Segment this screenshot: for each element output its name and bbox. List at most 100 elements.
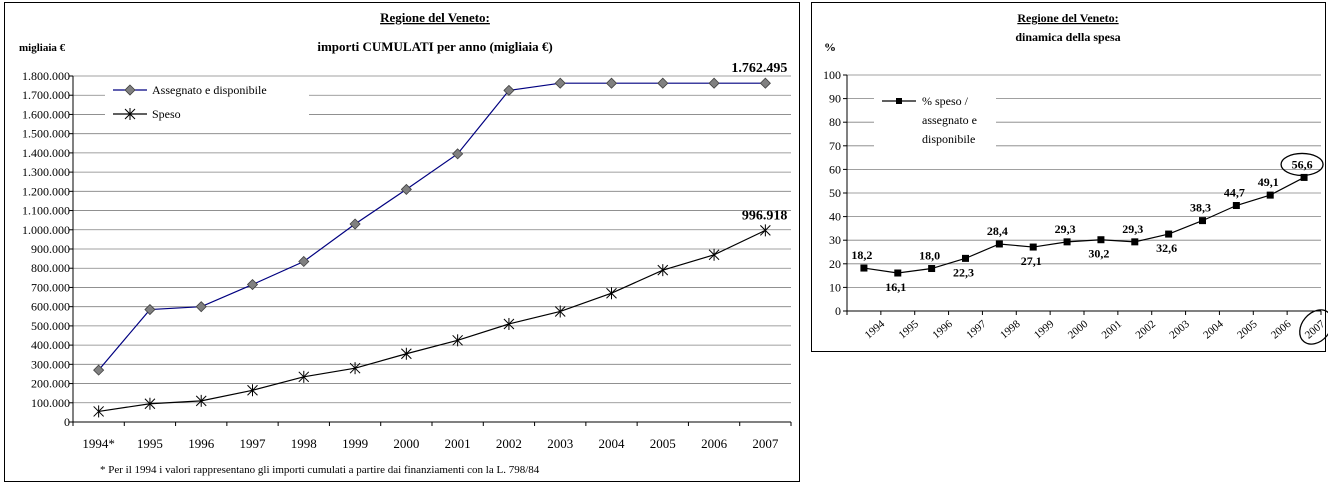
y-axis-label: migliaia € xyxy=(19,42,66,54)
asterisk-point xyxy=(760,224,771,237)
square-point xyxy=(860,264,868,272)
data-label: 56,6 xyxy=(1292,157,1313,171)
y-tick-label: 0 xyxy=(64,415,70,429)
y-tick-label: 800.000 xyxy=(31,261,70,275)
value-annotation: 1.762.495 xyxy=(731,61,787,76)
y-tick-label: 30 xyxy=(829,233,841,247)
legend: Assegnato e disponibile Speso xyxy=(105,79,309,133)
data-label: 28,4 xyxy=(987,224,1008,238)
y-tick-label: 10 xyxy=(829,280,841,294)
diamond-point xyxy=(246,278,259,291)
diamond-point xyxy=(759,77,771,89)
square-marker-icon xyxy=(896,98,902,104)
y-tick-label: 1.100.000 xyxy=(22,204,70,218)
y-tick-label: 80 xyxy=(829,115,841,129)
y-tick-label: 40 xyxy=(829,210,841,224)
asterisk-point xyxy=(452,334,463,347)
y-tick-label: 60 xyxy=(829,162,841,176)
y-tick-label: 100 xyxy=(823,68,841,82)
asterisk-point xyxy=(349,362,361,375)
data-label: 18,2 xyxy=(851,248,872,262)
x-tick-label: 1998 xyxy=(291,436,317,451)
asterisk-point xyxy=(708,248,720,261)
y-tick-label: 1.300.000 xyxy=(22,165,70,179)
y-tick-labels: 0 10 20 30 40 50 60 70 80 90 100 xyxy=(823,68,841,318)
x-tick-label: 2000 xyxy=(1066,318,1091,342)
legend-label-line3: disponibile xyxy=(922,132,975,146)
x-tick-label: 2006 xyxy=(1269,318,1294,342)
square-point xyxy=(1029,243,1037,251)
square-point xyxy=(962,254,969,262)
legend-label-assegnato: Assegnato e disponibile xyxy=(152,83,267,97)
spending-dynamics-chart: Regione del Veneto: dinamica della spesa… xyxy=(811,2,1328,352)
asterisk-point xyxy=(144,397,156,410)
asterisk-point xyxy=(247,384,258,397)
y-tick-labels: 0 100.000 200.000 300.000 400.000 500.000 600.… xyxy=(22,69,70,429)
chart-title: Regione del Veneto: xyxy=(1017,11,1118,25)
annotations: 1.762.495 996.918 xyxy=(731,61,787,223)
x-tick-label: 1995 xyxy=(897,318,922,342)
diamond-point xyxy=(144,303,156,316)
legend-label-line1: % speso / xyxy=(922,94,969,108)
y-tick-label: 900.000 xyxy=(31,242,70,256)
diamond-point xyxy=(93,364,105,376)
square-point xyxy=(1063,238,1071,246)
data-label: 44,7 xyxy=(1224,186,1245,200)
diamond-point xyxy=(503,84,515,96)
x-tick-label: 2006 xyxy=(701,436,728,451)
y-tick-label: 1.700.000 xyxy=(22,88,70,102)
asterisk-point xyxy=(554,305,566,318)
diamond-point xyxy=(708,77,720,89)
x-tick-label: 1995 xyxy=(137,436,163,451)
diamond-marker-icon xyxy=(124,84,136,96)
y-tick-label: 200.000 xyxy=(31,377,70,391)
x-tick-label: 2000 xyxy=(393,436,419,451)
y-tick-label: 90 xyxy=(829,92,841,106)
square-point xyxy=(1300,173,1308,181)
square-point xyxy=(995,240,1003,248)
data-label: 38,3 xyxy=(1190,201,1211,215)
y-tick-label: 1.500.000 xyxy=(22,127,70,141)
x-tick-label: 2003 xyxy=(547,436,573,451)
cumulative-chart-svg: Regione del Veneto: importi CUMULATI per… xyxy=(19,10,792,476)
diamond-point xyxy=(195,301,207,313)
series-markers xyxy=(93,77,771,418)
square-point xyxy=(1199,217,1206,225)
chart-title: Regione del Veneto: xyxy=(380,10,490,25)
data-label: 18,0 xyxy=(919,249,940,263)
chart-subtitle: dinamica della spesa xyxy=(1015,30,1120,44)
y-axis-label: % xyxy=(824,40,836,54)
x-tick-label: 2002 xyxy=(496,436,522,451)
x-tick-label: 2001 xyxy=(1100,318,1125,341)
asterisk-point xyxy=(606,287,617,300)
y-tick-label: 500.000 xyxy=(31,319,70,333)
diamond-point xyxy=(298,255,310,268)
cumulative-amounts-chart: Regione del Veneto: importi CUMULATI per… xyxy=(4,2,800,482)
y-tick-label: 0 xyxy=(835,304,841,318)
y-tick-label: 400.000 xyxy=(31,338,70,352)
dynamics-chart-svg: Regione del Veneto: dinamica della spesa… xyxy=(823,11,1328,345)
series-line xyxy=(863,176,1305,274)
square-point xyxy=(1266,191,1274,199)
highlight-value-circle xyxy=(1280,152,1324,177)
x-tick-label: 1996 xyxy=(188,436,215,451)
y-tick-label: 700.000 xyxy=(31,280,70,294)
x-tick-label: 1998 xyxy=(998,318,1023,342)
highlight-circles xyxy=(1280,152,1328,345)
x-tick-label: 1994 xyxy=(863,318,888,342)
series-line-speso xyxy=(98,229,766,413)
y-tick-label: 50 xyxy=(829,186,841,200)
x-tick-label: 2001 xyxy=(445,436,471,451)
chart-subtitle: importi CUMULATI per anno (migliaia €) xyxy=(317,39,552,54)
series-lines xyxy=(98,82,766,413)
legend-box xyxy=(105,79,309,133)
series-line-percent xyxy=(863,176,1305,274)
legend: % speso / assegnato e disponibile xyxy=(874,89,996,151)
y-tick-label: 20 xyxy=(829,257,841,271)
data-label: 29,3 xyxy=(1055,222,1076,236)
asterisk-point xyxy=(195,394,207,407)
x-tick-label: 2004 xyxy=(1201,318,1226,342)
square-point xyxy=(894,269,902,277)
diamond-point xyxy=(657,77,669,89)
legend-label-speso: Speso xyxy=(152,107,181,121)
